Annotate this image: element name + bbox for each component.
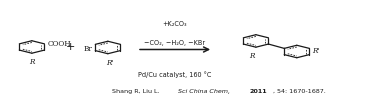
Text: Shang R, Liu L.: Shang R, Liu L. bbox=[112, 89, 163, 94]
Text: Br: Br bbox=[83, 45, 92, 53]
Text: R: R bbox=[249, 52, 255, 60]
Text: Pd/Cu catalyst, 160 °C: Pd/Cu catalyst, 160 °C bbox=[138, 72, 212, 78]
Text: R': R' bbox=[312, 47, 320, 55]
Text: R': R' bbox=[106, 59, 113, 67]
Text: −CO₂, −H₂O, −KBr: −CO₂, −H₂O, −KBr bbox=[145, 40, 206, 47]
Text: 2011: 2011 bbox=[250, 89, 267, 94]
Text: Sci China Chem,: Sci China Chem, bbox=[178, 89, 230, 94]
Text: R: R bbox=[29, 58, 35, 66]
Text: COOH: COOH bbox=[48, 40, 71, 48]
Text: , 54: 1670-1687.: , 54: 1670-1687. bbox=[273, 89, 325, 94]
Text: +: + bbox=[65, 42, 75, 52]
Text: +K₂CO₃: +K₂CO₃ bbox=[163, 21, 187, 27]
